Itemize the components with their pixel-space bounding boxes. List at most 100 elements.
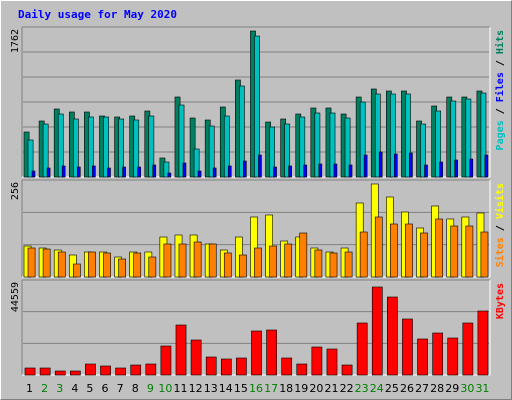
bar-bot-kbytes-3 [54, 370, 66, 376]
bar-bot-kbytes-27 [417, 338, 428, 376]
bar-bot-kbytes-26 [402, 318, 413, 376]
x-tick-label: 11 [174, 382, 188, 395]
bar-mid-sites-11 [178, 243, 187, 278]
bar-top-pages-21 [333, 163, 338, 178]
x-tick-label: 10 [158, 382, 172, 395]
x-tick-label: 16 [249, 382, 263, 395]
bar-bot-kbytes-14 [220, 358, 232, 376]
bar-bot-kbytes-31 [477, 310, 489, 376]
bar-top-files-4 [72, 118, 79, 178]
bar-mid-sites-14 [223, 252, 232, 278]
bar-top-pages-14 [227, 165, 232, 178]
bar-top-files-13 [208, 125, 215, 178]
y-max-label: 1762 [10, 29, 21, 53]
bar-mid-sites-31 [480, 231, 489, 278]
x-tick-label: 23 [355, 382, 369, 395]
bar-bot-kbytes-11 [175, 324, 187, 376]
bar-top-files-3 [57, 113, 64, 178]
bar-top-pages-29 [454, 159, 459, 178]
bar-mid-sites-20 [314, 249, 323, 278]
bar-mid-sites-26 [405, 223, 413, 278]
legend-entry-visits: Visits [494, 183, 506, 219]
x-tick-label: 18 [279, 382, 293, 395]
legend-entry-pages: Pages [495, 120, 506, 150]
legend-separator: / [495, 102, 506, 120]
bar-top-pages-11 [182, 162, 187, 178]
x-tick-label: 7 [117, 382, 124, 395]
bar-top-pages-13 [212, 167, 217, 178]
bar-top-pages-8 [137, 166, 141, 178]
bar-bot-kbytes-8 [130, 364, 142, 376]
bar-bot-kbytes-9 [145, 363, 157, 376]
bar-top-hits-12 [189, 117, 196, 178]
bar-top-files-29 [450, 100, 457, 178]
bar-top-files-5 [88, 116, 94, 178]
x-tick-label: 12 [189, 382, 203, 395]
bar-top-pages-2 [46, 167, 51, 178]
bar-top-files-24 [374, 93, 381, 178]
x-tick-label: 6 [102, 382, 109, 395]
x-tick-label: 22 [340, 382, 354, 395]
x-tick-label: 19 [294, 382, 308, 395]
bar-bot-kbytes-5 [85, 363, 96, 376]
bar-bot-kbytes-21 [326, 348, 338, 376]
x-tick-label: 27 [415, 382, 429, 395]
bar-bot-kbytes-22 [341, 364, 353, 376]
bar-top-pages-4 [76, 166, 81, 178]
bar-mid-sites-4 [72, 263, 81, 278]
x-tick-label: 29 [445, 382, 459, 395]
bar-mid-sites-10 [163, 243, 172, 278]
bar-mid-sites-18 [284, 243, 293, 278]
x-tick-label: 15 [234, 382, 248, 395]
bar-top-pages-16 [258, 154, 262, 178]
bar-mid-sites-24 [374, 216, 383, 278]
bar-bot-kbytes-4 [69, 370, 81, 376]
bar-mid-sites-5 [88, 251, 96, 278]
x-tick-label: 5 [86, 382, 93, 395]
x-tick-label: 13 [204, 382, 218, 395]
bar-mid-sites-21 [329, 252, 338, 278]
legend-entry-hits: Hits [494, 30, 506, 54]
bar-mid-sites-16 [254, 247, 262, 278]
x-tick-label: 26 [400, 382, 414, 395]
bar-bot-kbytes-24 [371, 286, 383, 376]
bar-top-pages-10 [167, 172, 172, 178]
legend-entry-kbytes: KBytes [495, 283, 506, 319]
bar-top-files-9 [148, 115, 155, 178]
legend-separator: / [495, 219, 506, 237]
bar-mid-sites-7 [118, 258, 126, 278]
bar-top-files-18 [284, 123, 291, 178]
bar-top-pages-9 [152, 164, 157, 178]
bar-bot-kbytes-30 [462, 322, 474, 376]
bar-bot-kbytes-2 [39, 367, 51, 376]
bar-top-files-12 [193, 148, 200, 178]
bar-mid-sites-30 [465, 225, 474, 278]
bar-top-pages-18 [288, 165, 292, 178]
bar-mid-sites-23 [359, 231, 368, 278]
bar-top-files-17 [269, 126, 275, 178]
bar-mid-visits-16 [250, 216, 258, 278]
bar-bot-kbytes-15 [236, 357, 247, 376]
x-tick-label: 1 [26, 382, 33, 395]
bar-top-pages-23 [363, 154, 368, 178]
bar-top-files-20 [314, 112, 321, 178]
bar-top-files-14 [223, 115, 230, 178]
bar-top-files-8 [133, 119, 140, 178]
x-tick-label: 25 [385, 382, 399, 395]
bar-top-files-21 [329, 112, 336, 178]
bar-mid-sites-22 [344, 251, 353, 278]
bar-top-pages-3 [61, 165, 66, 178]
bar-mid-sites-13 [208, 243, 217, 278]
x-tick-label: 2 [41, 382, 48, 395]
bar-top-pages-26 [409, 152, 413, 178]
bar-top-files-28 [435, 110, 442, 178]
bar-top-pages-6 [107, 167, 111, 178]
bar-bot-kbytes-23 [356, 322, 368, 376]
bar-bot-kbytes-25 [387, 296, 398, 376]
bar-mid-sites-1 [27, 247, 36, 278]
bar-bot-kbytes-16 [251, 330, 262, 376]
bar-mid-sites-12 [193, 241, 202, 278]
x-tick-label: 21 [324, 382, 338, 395]
x-tick-label: 28 [430, 382, 444, 395]
